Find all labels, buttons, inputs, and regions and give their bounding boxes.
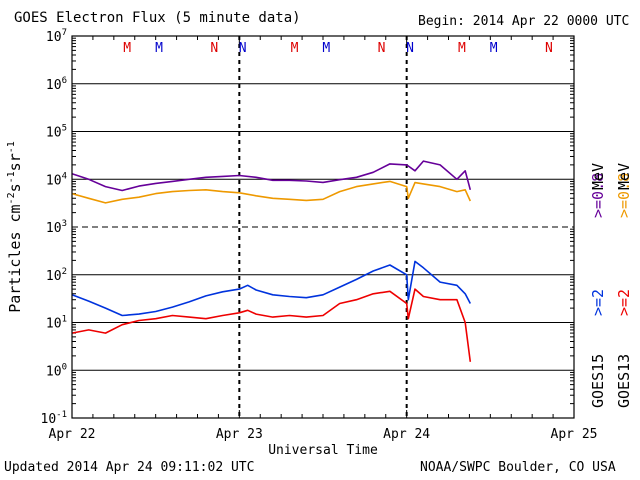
local-time-marker: N <box>239 41 247 56</box>
x-tick-label: Apr 25 <box>551 427 598 442</box>
local-time-marker: M <box>322 41 330 56</box>
local-time-marker: M <box>458 41 466 56</box>
x-tick-label: Apr 24 <box>383 427 430 442</box>
y-tick-label: 10-1 <box>41 410 68 427</box>
y-tick-label: 100 <box>46 362 67 379</box>
local-time-marker: N <box>545 41 553 56</box>
x-axis-label: Universal Time <box>268 443 378 458</box>
local-time-marker: N <box>210 41 218 56</box>
y-tick-label: 102 <box>46 267 67 284</box>
y-tick-label: 105 <box>46 124 67 141</box>
chart-title: GOES Electron Flux (5 minute data) <box>14 10 301 26</box>
legend-goes13-high: >=0.8 <box>615 173 633 218</box>
legend-goes15-low: >=2 <box>589 289 607 316</box>
y-tick-label: 104 <box>46 171 67 188</box>
series-line-g15_2 <box>71 260 472 317</box>
y-tick-label: 106 <box>46 76 67 93</box>
legend-goes13-label: GOES13 <box>615 354 633 408</box>
local-time-marker: M <box>123 41 131 56</box>
legend-goes13-unit: MeV <box>615 163 633 190</box>
local-time-marker: M <box>490 41 498 56</box>
local-time-marker: N <box>378 41 386 56</box>
series-line-g13_2 <box>71 288 472 362</box>
legend-goes15-unit: MeV <box>589 163 607 190</box>
series-line-g13_08 <box>71 180 472 204</box>
local-time-marker: M <box>155 41 163 56</box>
y-tick-label: 101 <box>46 315 67 332</box>
x-tick-label: Apr 23 <box>216 427 263 442</box>
legend-goes13-low: >=2 <box>615 289 633 316</box>
series-line-g15_08 <box>71 160 472 192</box>
credit-text: NOAA/SWPC Boulder, CO USA <box>420 460 616 475</box>
local-time-marker: N <box>406 41 414 56</box>
y-tick-label: 107 <box>46 28 67 45</box>
y-tick-label: 103 <box>46 219 67 236</box>
y-axis-label: Particles cm-2s-1sr-1 <box>6 141 24 313</box>
local-time-marker: M <box>291 41 299 56</box>
legend-goes15-label: GOES15 <box>589 354 607 408</box>
plot-frame <box>71 35 575 419</box>
legend-goes15-high: >=0.8 <box>589 173 607 218</box>
x-tick-label: Apr 22 <box>49 427 96 442</box>
begin-time: Begin: 2014 Apr 22 0000 UTC <box>418 14 630 29</box>
updated-timestamp: Updated 2014 Apr 24 09:11:02 UTC <box>4 460 255 475</box>
